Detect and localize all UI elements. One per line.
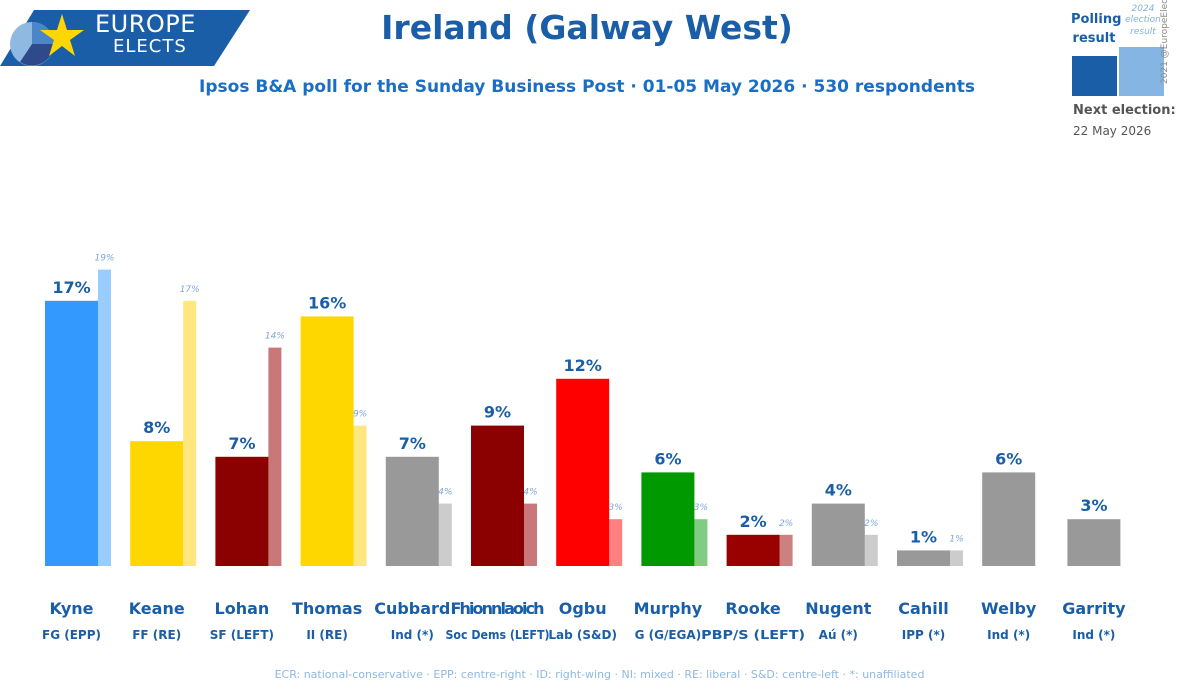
election-bar-cahill: [950, 550, 963, 566]
legend-election-label: 2024 election result: [1125, 4, 1161, 37]
candidate-name-murphy: Murphy: [634, 599, 703, 618]
poll-label-fhionnlaoich: 9%: [484, 403, 511, 422]
election-label-nugent: 2%: [864, 519, 878, 529]
candidate-name-lohan: Lohan: [215, 599, 270, 618]
candidate-name-rooke: Rooke: [725, 599, 781, 618]
candidate-name-keane: Keane: [129, 599, 185, 618]
election-bar-cubbard: [438, 503, 452, 566]
poll-bar-kyne: [45, 300, 98, 566]
election-bar-murphy: [694, 519, 708, 566]
candidate-party-lohan: SF (LEFT): [210, 628, 274, 642]
election-label-thomas: 9%: [353, 410, 367, 420]
election-bar-lohan: [268, 347, 282, 566]
election-label-lohan: 14%: [265, 332, 285, 342]
poll-bar-rooke: [726, 534, 780, 566]
europe-elects-logo: EUROPE ELECTS: [0, 0, 255, 70]
legend: Polling result 2024 election result Next…: [1065, 0, 1199, 150]
poll-label-welby: 6%: [995, 449, 1022, 468]
poll-label-garrity: 3%: [1080, 496, 1107, 515]
election-bar-kyne: [98, 269, 111, 566]
chart-subtitle: Ipsos B&A poll for the Sunday Business P…: [199, 77, 975, 97]
election-bar-fhionnlaoich: [524, 503, 537, 566]
candidate-party-rooke: PBP/S (LEFT): [701, 628, 805, 642]
candidate-party-ogbu: Lab (S&D): [548, 628, 617, 642]
candidate-name-thomas: Thomas: [292, 599, 362, 618]
election-label-cubbard: 4%: [438, 488, 452, 498]
next-election-label: Next election:: [1073, 103, 1176, 118]
poll-bar-lohan: [215, 456, 269, 566]
poll-label-cubbard: 7%: [399, 434, 426, 453]
next-election-date: 22 May 2026: [1073, 124, 1152, 138]
election-label-ogbu: 3%: [609, 503, 623, 513]
candidate-party-cahill: IPP (*): [902, 628, 945, 642]
poll-label-thomas: 16%: [308, 293, 346, 312]
candidate-name-nugent: Nugent: [805, 599, 871, 618]
poll-label-lohan: 7%: [228, 434, 255, 453]
election-label-rooke: 2%: [779, 519, 793, 529]
candidate-name-ogbu: Ogbu: [559, 599, 607, 618]
legend-election-swatch: [1119, 47, 1164, 96]
election-bar-keane: [183, 300, 197, 566]
poll-bar-ogbu: [556, 378, 610, 566]
poll-bar-garrity: [1067, 519, 1121, 566]
election-bar-nugent: [864, 534, 878, 566]
poll-label-ogbu: 12%: [564, 356, 602, 375]
election-bar-ogbu: [609, 519, 623, 566]
poll-bar-cahill: [897, 550, 950, 566]
poll-label-keane: 8%: [143, 418, 170, 437]
logo-graphic: [0, 10, 250, 66]
poll-label-rooke: 2%: [740, 512, 767, 531]
poll-bar-thomas: [300, 316, 354, 566]
candidate-party-keane: FF (RE): [132, 628, 181, 642]
logo-line2: ELECTS: [113, 36, 187, 57]
logo-line1: EUROPE: [95, 10, 196, 38]
election-bar-rooke: [779, 534, 793, 566]
candidate-name-welby: Welby: [981, 599, 1037, 618]
candidate-name-cahill: Cahill: [898, 599, 948, 618]
poll-bar-cubbard: [385, 456, 439, 566]
footnote: ECR: national-conservative · EPP: centre…: [274, 668, 925, 681]
candidate-party-kyne: FG (EPP): [42, 628, 101, 642]
candidate-name-fhionnlaoich: Fhionnlaoich: [451, 599, 545, 618]
candidate-party-welby: Ind (*): [987, 628, 1030, 642]
candidate-party-cubbard: Ind (*): [391, 628, 434, 642]
poll-bar-welby: [982, 472, 1036, 566]
candidate-name-cubbard: Cubbard: [374, 599, 450, 618]
election-label-fhionnlaoich: 4%: [523, 488, 537, 498]
election-label-cahill: 1%: [949, 534, 963, 544]
poll-label-cahill: 1%: [910, 527, 937, 546]
legend-polling-swatch: [1072, 56, 1117, 96]
candidate-party-thomas: II (RE): [306, 628, 348, 642]
poll-label-murphy: 6%: [654, 449, 681, 468]
poll-bar-keane: [130, 441, 184, 566]
poll-bar-fhionnlaoich: [471, 425, 524, 566]
poll-bar-nugent: [811, 503, 865, 566]
election-bar-thomas: [353, 425, 367, 566]
election-label-kyne: 19%: [94, 254, 114, 264]
legend-polling-label: Polling result: [1071, 12, 1122, 46]
candidate-party-murphy: G (G/EGA): [635, 628, 702, 642]
poll-label-nugent: 4%: [825, 481, 852, 500]
candidate-name-garrity: Garrity: [1062, 599, 1126, 618]
poll-bar-murphy: [641, 472, 695, 566]
poll-label-kyne: 17%: [52, 278, 90, 297]
election-label-keane: 17%: [180, 285, 200, 295]
logo-text: EUROPE ELECTS: [95, 12, 196, 56]
candidate-name-kyne: Kyne: [49, 599, 93, 618]
election-label-murphy: 3%: [694, 503, 708, 513]
candidate-party-fhionnlaoich: Soc Dems (LEFT): [446, 628, 550, 642]
candidate-party-garrity: Ind (*): [1072, 628, 1115, 642]
chart-title: Ireland (Galway West): [381, 8, 793, 47]
candidate-party-nugent: Aú (*): [819, 628, 858, 642]
